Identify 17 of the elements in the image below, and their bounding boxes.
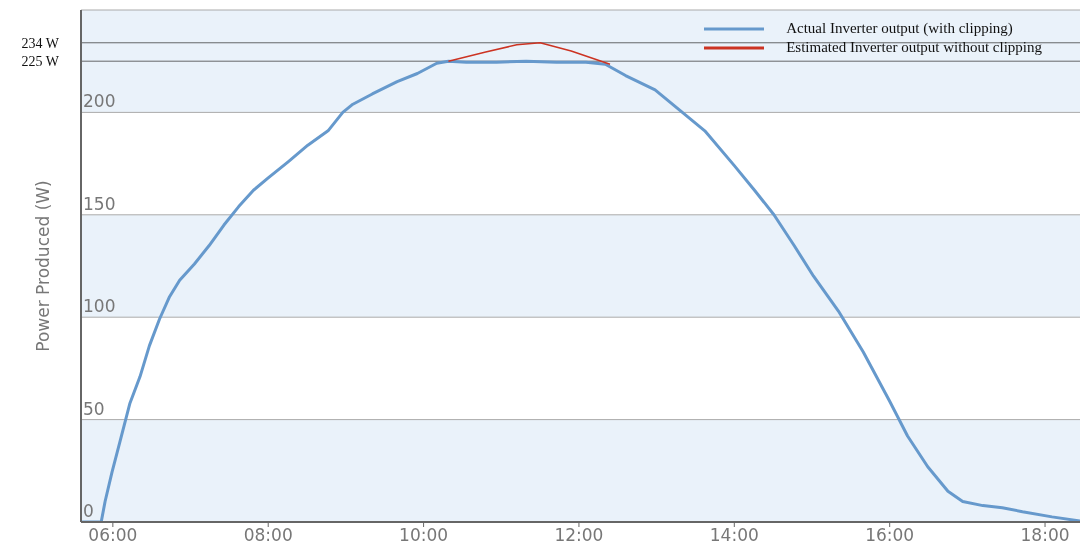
y-tick-label: 50	[83, 398, 105, 419]
legend-label: Actual Inverter output (with clipping)	[786, 20, 1013, 37]
x-tick-label: 06:00	[88, 525, 138, 546]
x-tick-label: 08:00	[243, 525, 293, 546]
legend-label: Estimated Inverter output without clipping	[786, 39, 1042, 56]
x-tick-label: 16:00	[865, 525, 915, 546]
x-tick-label: 14:00	[709, 525, 759, 546]
y-axis-title: Power Produced (W)	[33, 180, 54, 352]
x-tick-label: 18:00	[1020, 525, 1070, 546]
ref-line-label: 225 W	[21, 54, 60, 70]
x-tick-label: 12:00	[554, 525, 604, 546]
y-tick-label: 150	[83, 193, 116, 214]
y-tick-label: 200	[83, 91, 116, 112]
y-tick-label: 0	[83, 501, 94, 521]
x-tick-label: 10:00	[399, 525, 449, 546]
y-tick-label: 100	[83, 296, 116, 317]
ref-line-label: 234 W	[21, 35, 60, 51]
